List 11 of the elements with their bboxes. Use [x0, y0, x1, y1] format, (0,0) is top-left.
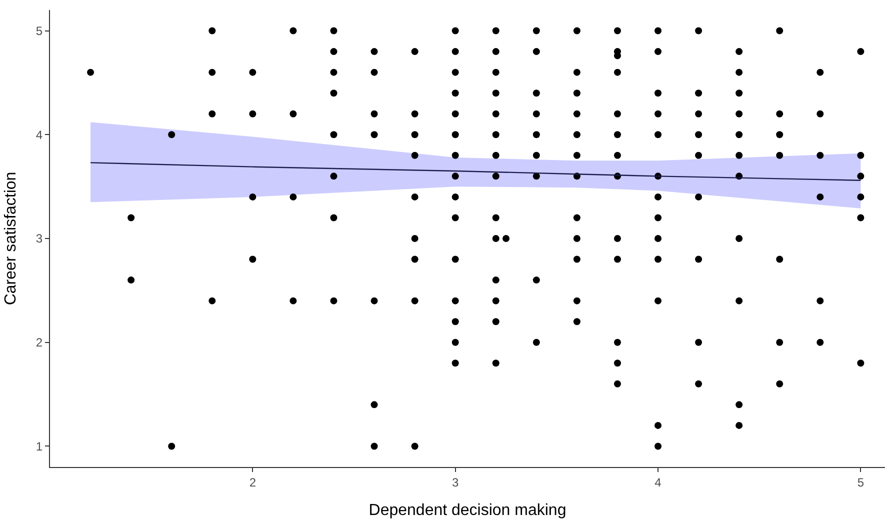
x-tick-label: 5: [857, 476, 864, 490]
x-axis-title: Dependent decision making: [368, 502, 566, 520]
y-tick-label: 1: [36, 439, 43, 454]
x-tick-label: 3: [452, 476, 459, 490]
y-tick-label: 2: [36, 336, 43, 350]
y-axis-title: Career satisfaction: [2, 172, 20, 306]
x-tick-label: 2: [249, 476, 256, 490]
y-tick-label: 3: [36, 232, 43, 246]
y-tick-label: 5: [36, 24, 43, 38]
y-tick-label: 4: [36, 128, 43, 142]
x-tick-label: 4: [654, 476, 662, 490]
